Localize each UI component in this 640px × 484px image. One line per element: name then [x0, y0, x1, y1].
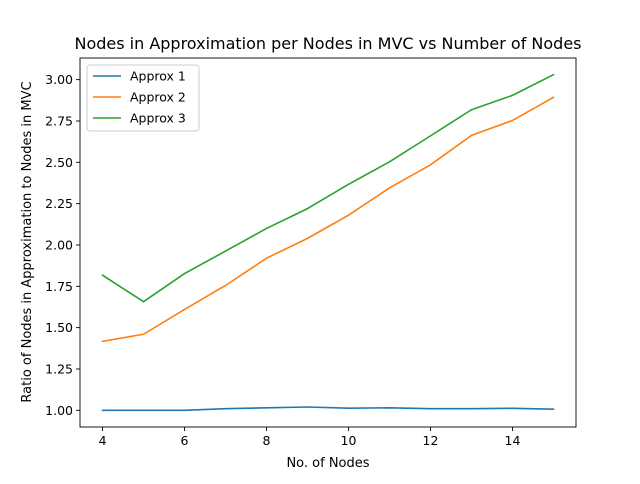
- legend: Approx 1 Approx 2 Approx 3: [86, 64, 200, 132]
- y-axis-label: Ratio of Nodes in Approximation to Nodes…: [20, 81, 35, 402]
- y-tick-label: 3.00: [45, 72, 73, 87]
- x-axis-label: No. of Nodes: [286, 456, 369, 471]
- series-line-1: [101, 406, 555, 412]
- y-tick-label: 2.50: [45, 155, 73, 170]
- x-tick-label: 6: [181, 433, 189, 448]
- y-tick-label: 1.25: [45, 361, 73, 376]
- y-tick-label: 1.50: [45, 320, 73, 335]
- legend-label-2: Approx 2: [130, 90, 186, 105]
- x-tick-label: 12: [423, 433, 439, 448]
- y-tick-label: 1.75: [45, 279, 73, 294]
- legend-box: [86, 64, 200, 132]
- y-tick-label: 1.00: [45, 403, 73, 418]
- axes: 4 6 8 10 12 14 1.00 1.25 1.50 1.75 2.00 2.25 2.50 2.7…: [45, 57, 577, 448]
- legend-label-1: Approx 1: [130, 69, 186, 84]
- series-line-2: [101, 96, 555, 343]
- plot-area: [101, 73, 555, 412]
- y-tick-label: 2.75: [45, 113, 73, 128]
- x-tick-label: 10: [341, 433, 357, 448]
- x-tick-label: 8: [263, 433, 271, 448]
- x-tick-label: 14: [505, 433, 521, 448]
- legend-label-3: Approx 3: [130, 111, 186, 126]
- chart-title: Nodes in Approximation per Nodes in MVC …: [74, 34, 581, 53]
- y-tick-label: 2.00: [45, 237, 73, 252]
- series-line-3: [101, 73, 555, 303]
- y-tick-label: 2.25: [45, 196, 73, 211]
- x-tick-label: 4: [99, 433, 107, 448]
- axes-frame: [79, 57, 577, 428]
